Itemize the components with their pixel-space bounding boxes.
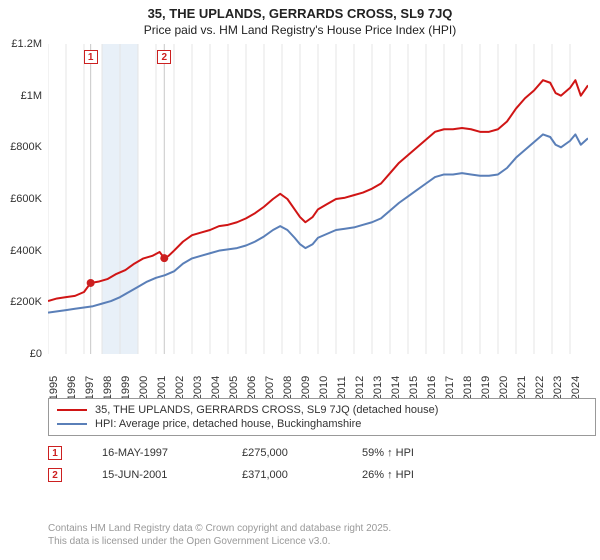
event-dot xyxy=(87,279,95,287)
x-tick-label: 2019 xyxy=(480,376,492,400)
x-tick-label: 2004 xyxy=(210,376,222,400)
x-tick-label: 2009 xyxy=(300,376,312,400)
x-tick-label: 2002 xyxy=(174,376,186,400)
chart-svg xyxy=(48,44,588,354)
event-table: 1 16-MAY-1997 £275,000 59% ↑ HPI 2 15-JUN-200… xyxy=(48,442,588,486)
x-tick-label: 2005 xyxy=(228,376,240,400)
x-tick-label: 1995 xyxy=(48,376,60,400)
x-tick-label: 2006 xyxy=(246,376,258,400)
attribution: Contains HM Land Registry data © Crown c… xyxy=(48,523,588,548)
x-axis: 1995199619971998199920002001200220032004… xyxy=(48,356,588,396)
legend-label: HPI: Average price, detached house, Buck… xyxy=(95,418,361,430)
y-tick-label: £800K xyxy=(10,141,42,153)
event-marker-box: 1 xyxy=(48,446,62,460)
x-tick-label: 2000 xyxy=(138,376,150,400)
x-tick-label: 2008 xyxy=(282,376,294,400)
chart-title: 35, THE UPLANDS, GERRARDS CROSS, SL9 7JQ xyxy=(0,0,600,22)
event-dot xyxy=(160,254,168,262)
x-tick-label: 2015 xyxy=(408,376,420,400)
legend-swatch xyxy=(57,423,87,425)
y-axis: £0£200K£400K£600K£800K£1M£1.2M xyxy=(0,44,46,354)
event-price: £275,000 xyxy=(242,447,322,459)
event-price: £371,000 xyxy=(242,469,322,481)
x-tick-label: 2024 xyxy=(570,376,582,400)
event-date: 15-JUN-2001 xyxy=(102,469,202,481)
x-tick-label: 1997 xyxy=(84,376,96,400)
event-flag: 2 xyxy=(157,50,171,64)
chart-plot-area: 12 xyxy=(48,44,588,354)
chart-subtitle: Price paid vs. HM Land Registry's House … xyxy=(0,22,600,37)
x-tick-label: 1998 xyxy=(102,376,114,400)
event-row: 2 15-JUN-2001 £371,000 26% ↑ HPI xyxy=(48,464,588,486)
x-tick-label: 1996 xyxy=(66,376,78,400)
event-date: 16-MAY-1997 xyxy=(102,447,202,459)
x-tick-label: 2021 xyxy=(516,376,528,400)
x-tick-label: 2011 xyxy=(336,376,348,400)
x-tick-label: 2013 xyxy=(372,376,384,400)
x-tick-label: 2007 xyxy=(264,376,276,400)
x-tick-label: 1999 xyxy=(120,376,132,400)
x-tick-label: 2020 xyxy=(498,376,510,400)
event-row: 1 16-MAY-1997 £275,000 59% ↑ HPI xyxy=(48,442,588,464)
event-marker-box: 2 xyxy=(48,468,62,482)
x-tick-label: 2012 xyxy=(354,376,366,400)
y-tick-label: £1M xyxy=(21,90,42,102)
legend-row: HPI: Average price, detached house, Buck… xyxy=(57,417,587,431)
attribution-line1: Contains HM Land Registry data © Crown c… xyxy=(48,523,588,536)
y-tick-label: £1.2M xyxy=(11,38,42,50)
y-tick-label: £0 xyxy=(30,348,42,360)
x-tick-label: 2010 xyxy=(318,376,330,400)
x-tick-label: 2023 xyxy=(552,376,564,400)
legend-row: 35, THE UPLANDS, GERRARDS CROSS, SL9 7JQ… xyxy=(57,403,587,417)
legend: 35, THE UPLANDS, GERRARDS CROSS, SL9 7JQ… xyxy=(48,398,596,436)
y-tick-label: £400K xyxy=(10,245,42,257)
event-flag: 1 xyxy=(84,50,98,64)
x-tick-label: 2014 xyxy=(390,376,402,400)
x-tick-label: 2022 xyxy=(534,376,546,400)
x-tick-label: 2001 xyxy=(156,376,168,400)
y-tick-label: £600K xyxy=(10,193,42,205)
legend-swatch xyxy=(57,409,87,411)
event-hpi: 59% ↑ HPI xyxy=(362,447,414,459)
attribution-line2: This data is licensed under the Open Gov… xyxy=(48,536,588,549)
event-hpi: 26% ↑ HPI xyxy=(362,469,414,481)
legend-label: 35, THE UPLANDS, GERRARDS CROSS, SL9 7JQ… xyxy=(95,404,438,416)
x-tick-label: 2017 xyxy=(444,376,456,400)
y-tick-label: £200K xyxy=(10,296,42,308)
chart-container: 35, THE UPLANDS, GERRARDS CROSS, SL9 7JQ… xyxy=(0,0,600,560)
x-tick-label: 2016 xyxy=(426,376,438,400)
x-tick-label: 2018 xyxy=(462,376,474,400)
x-tick-label: 2003 xyxy=(192,376,204,400)
